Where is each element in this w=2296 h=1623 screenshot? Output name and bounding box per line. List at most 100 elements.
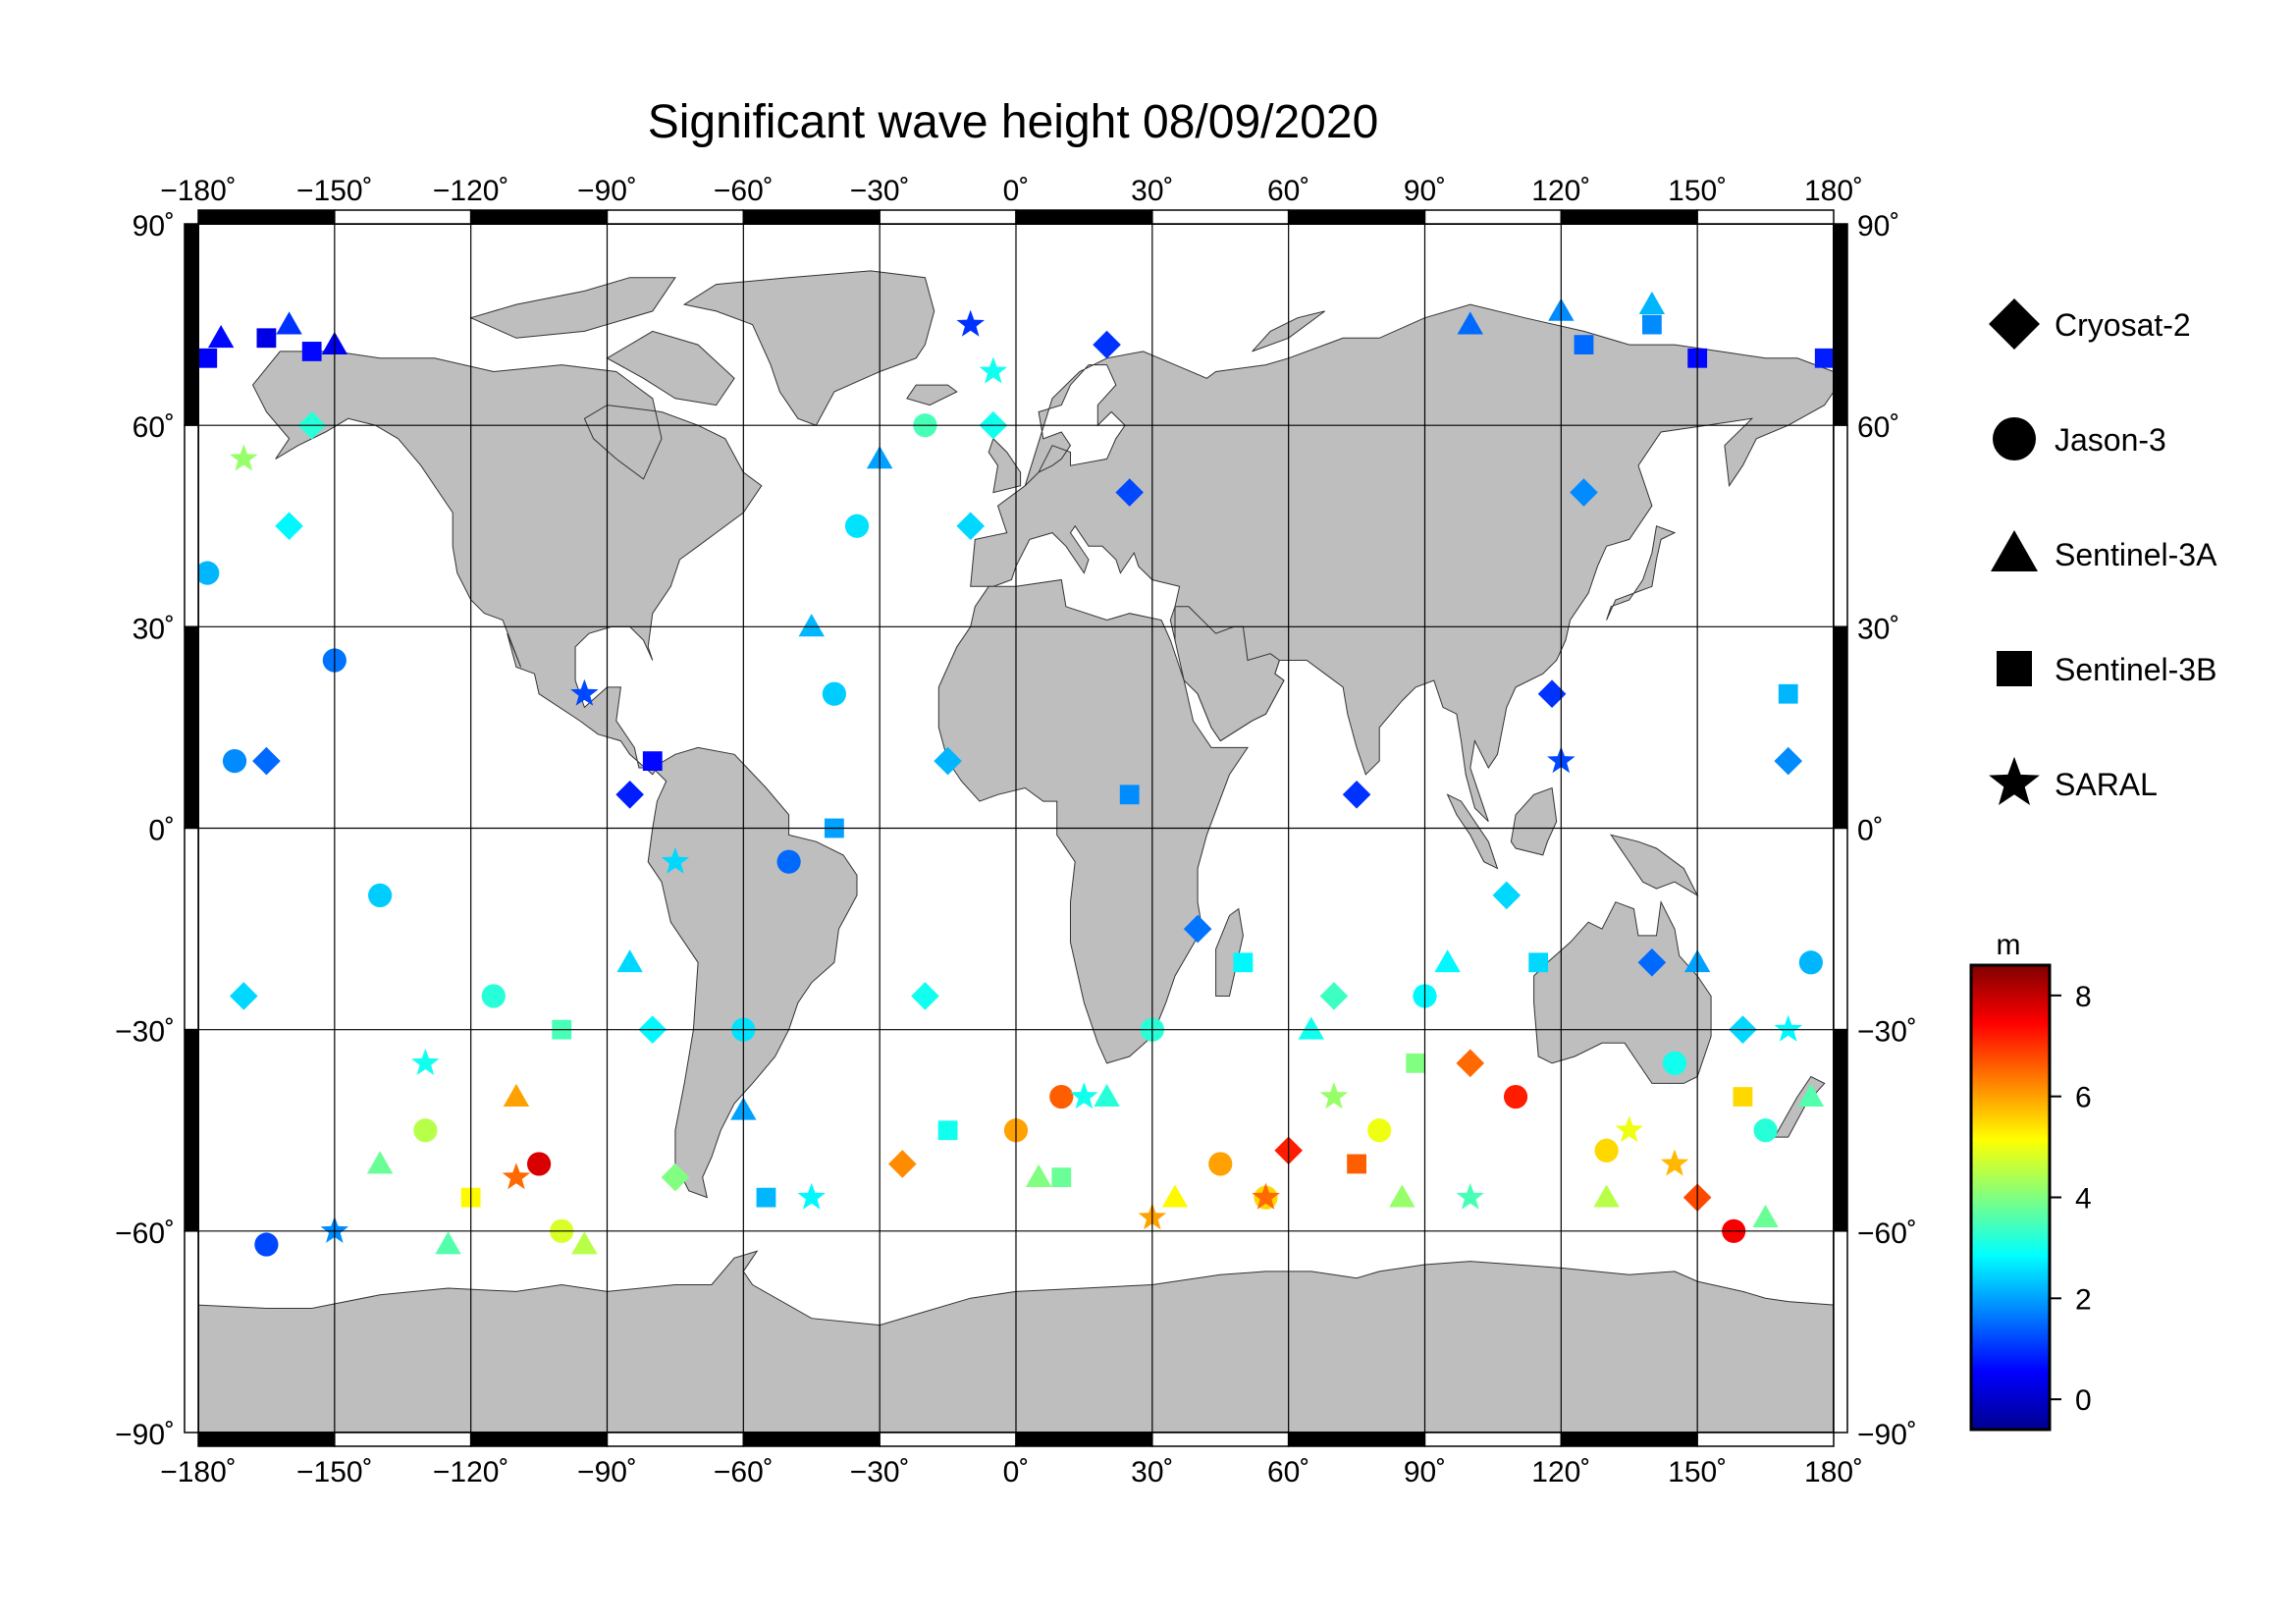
swh-point — [207, 325, 235, 349]
border-segment — [184, 223, 199, 426]
lat-tick-label: 90˚ — [1857, 210, 1899, 243]
border-segment — [742, 209, 881, 225]
swh-point — [616, 949, 643, 973]
map-border-scale — [184, 209, 1848, 1447]
lat-tick-label: −60˚ — [1857, 1217, 1917, 1250]
border-segment — [184, 625, 199, 830]
lon-tick-label: −30˚ — [850, 175, 910, 207]
border-segment — [1287, 209, 1426, 225]
border-segment — [334, 1432, 472, 1447]
swh-point — [1434, 949, 1461, 973]
lon-tick-label: −150˚ — [296, 1456, 373, 1488]
swh-point — [368, 883, 393, 907]
legend-item-cryosat-2: Cryosat-2 — [1989, 298, 2191, 350]
lon-tick-label: −150˚ — [296, 175, 373, 207]
lon-tick-label: −120˚ — [433, 175, 509, 207]
swh-point — [1503, 1084, 1528, 1109]
border-segment — [1833, 1230, 1848, 1434]
border-segment — [879, 1432, 1017, 1447]
colorbar-unit: m — [1997, 929, 2021, 961]
swh-point — [1778, 683, 1798, 704]
border-segment — [1560, 209, 1698, 225]
swh-point — [798, 614, 825, 637]
border-segment — [197, 1432, 336, 1447]
swh-point — [1347, 1154, 1366, 1174]
swh-point — [956, 309, 985, 337]
landmass-borneo — [1510, 786, 1558, 856]
swh-point — [256, 328, 277, 349]
border-segment — [1560, 1432, 1698, 1447]
square-icon — [1997, 651, 2032, 686]
landmass-baffin — [606, 330, 735, 406]
swh-point — [1662, 1051, 1687, 1075]
lat-tick-label: 90˚ — [133, 210, 175, 243]
border-segment — [1015, 1432, 1153, 1447]
swh-point — [1570, 478, 1598, 507]
satellite-legend: Cryosat-2 Jason-3 Sentinel-3A Sentinel-3B SA… — [1989, 298, 2217, 805]
swh-point — [1457, 311, 1483, 335]
swh-point — [1119, 784, 1140, 805]
landmass-iceland — [906, 384, 958, 406]
lat-tick-label: −30˚ — [115, 1016, 175, 1049]
swh-point — [222, 749, 247, 774]
swh-point — [1298, 1016, 1325, 1040]
swh-point — [1594, 1138, 1619, 1163]
swh-point — [1593, 1184, 1620, 1208]
latitude-labels-left: 90˚ 60˚ 30˚ 0˚ −30˚ −60˚ −90˚ — [115, 210, 175, 1451]
border-segment — [1151, 1432, 1290, 1447]
swh-point — [502, 1163, 531, 1190]
lon-tick-label: 180˚ — [1804, 175, 1863, 207]
lon-tick-label: −180˚ — [160, 175, 237, 207]
swh-point — [1161, 1184, 1189, 1208]
longitude-labels-top: −180˚ −150˚ −120˚ −90˚ −60˚ −30˚ 0˚ 30˚ 60˚ 90˚ 12… — [160, 175, 1863, 207]
swh-point — [1319, 1082, 1349, 1109]
border-segment — [1833, 424, 1848, 628]
border-segment — [184, 424, 199, 628]
swh-point — [366, 1151, 394, 1174]
landmass-madagascar — [1215, 907, 1244, 997]
swh-point — [1183, 914, 1212, 944]
swh-point — [979, 356, 1008, 384]
swh-point — [937, 1120, 958, 1141]
swh-point — [526, 1152, 552, 1176]
swh-point — [229, 982, 258, 1010]
landmass-eurasia — [970, 303, 1835, 823]
lon-tick-label: 180˚ — [1804, 1456, 1863, 1488]
swh-point — [1342, 781, 1371, 809]
colorbar-tick-label: 6 — [2075, 1082, 2092, 1114]
swh-point — [888, 1150, 917, 1178]
swh-point — [435, 1231, 461, 1255]
lat-tick-label: 30˚ — [1857, 613, 1899, 645]
lon-tick-label: −180˚ — [160, 1456, 237, 1488]
lon-tick-label: 0˚ — [1003, 1456, 1030, 1488]
lon-tick-label: −90˚ — [577, 1456, 637, 1488]
swh-point — [1456, 1182, 1484, 1210]
swh-point — [1774, 746, 1803, 776]
track-sentinel-3a — [207, 291, 1825, 1255]
border-segment — [469, 1432, 609, 1447]
swh-point — [1093, 330, 1121, 359]
border-segment — [606, 209, 745, 225]
landmass-arctic-islands — [469, 277, 676, 339]
swh-point — [822, 681, 846, 706]
border-segment — [742, 1432, 881, 1447]
lon-tick-label: 90˚ — [1404, 1456, 1446, 1488]
swh-point — [252, 746, 281, 776]
lon-tick-label: 30˚ — [1131, 175, 1173, 207]
border-segment — [1423, 209, 1563, 225]
lon-tick-label: −120˚ — [433, 1456, 509, 1488]
map-area — [195, 223, 1835, 1434]
circle-icon — [1993, 417, 2036, 460]
swh-point — [301, 342, 322, 361]
legend-label: Sentinel-3B — [2055, 652, 2216, 687]
map-title: Significant wave height 08/09/2020 — [648, 96, 1379, 148]
swh-point — [1319, 982, 1349, 1010]
colorbar-ticks: 0 2 4 6 8 — [2050, 981, 2092, 1417]
landmass-arabia-fill — [1174, 606, 1285, 742]
landmass-sumatra — [1446, 793, 1499, 870]
swh-point — [413, 1118, 438, 1143]
landmass-australia — [1533, 900, 1712, 1084]
colorbar-gradient — [1969, 963, 2052, 1432]
legend-item-sentinel-3a: Sentinel-3A — [1991, 530, 2217, 572]
colorbar-tick-label: 4 — [2075, 1183, 2092, 1216]
